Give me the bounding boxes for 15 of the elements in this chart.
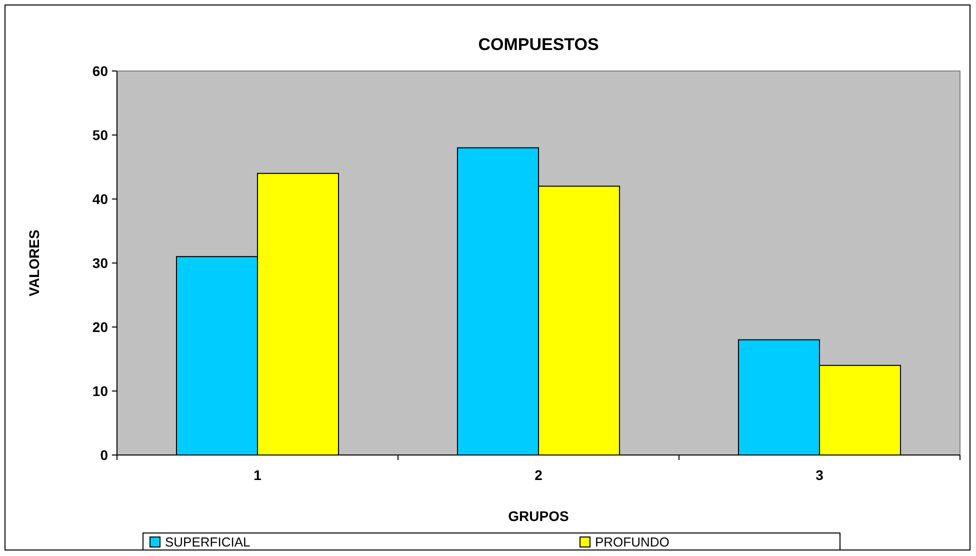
x-tick-label: 3: [816, 467, 824, 483]
y-axis-title: VALORES: [26, 230, 42, 296]
x-tick-label: 1: [254, 467, 262, 483]
y-tick-label: 50: [92, 127, 108, 143]
y-tick-label: 60: [92, 63, 108, 79]
legend-label: PROFUNDO: [595, 534, 670, 550]
y-tick-label: 10: [92, 383, 108, 399]
y-tick-label: 20: [92, 319, 108, 335]
x-tick-label: 2: [534, 467, 543, 483]
chart-title: COMPUESTOS: [478, 35, 599, 54]
legend-label: SUPERFICIAL: [165, 534, 250, 550]
y-tick-label: 0: [100, 447, 108, 463]
y-tick-label: 30: [92, 255, 108, 271]
y-tick-label: 40: [92, 191, 108, 207]
x-axis-title: GRUPOS: [508, 508, 569, 524]
